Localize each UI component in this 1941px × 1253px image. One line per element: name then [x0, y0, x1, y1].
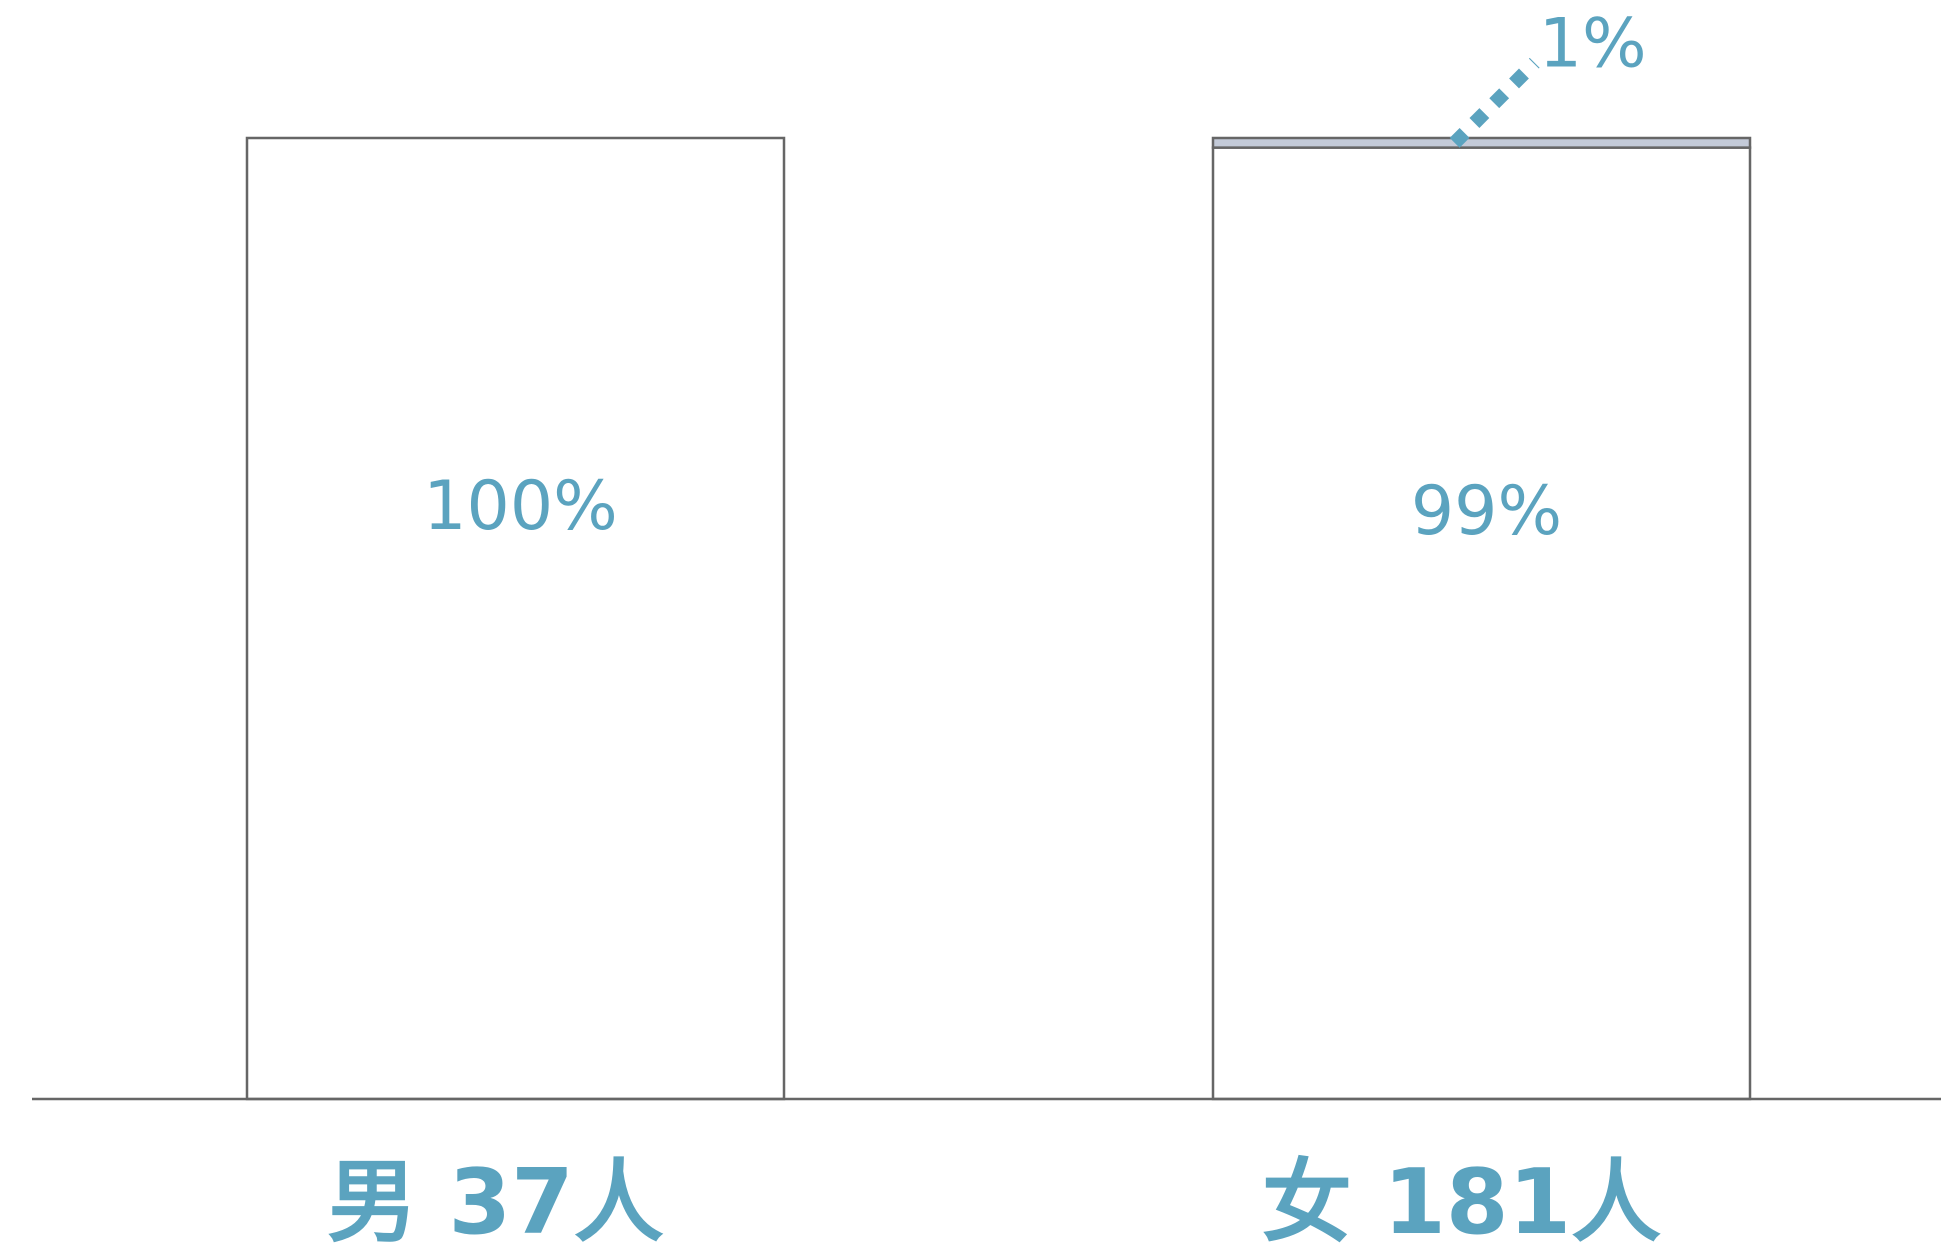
data-label: 100%	[423, 467, 617, 546]
labels-group: 100% 男 37人 99% 1% 女 181人	[327, 4, 1661, 1253]
leader-line	[1449, 57, 1540, 148]
data-label: 1%	[1539, 4, 1647, 83]
category-label: 男 37人	[327, 1150, 664, 1253]
category-label: 女 181人	[1262, 1150, 1661, 1253]
bar-segment-1-0	[1211, 146, 1752, 1101]
bars-group	[245, 136, 1752, 1101]
bar-segment-1-1	[1211, 136, 1752, 149]
bar-segment-0-0	[245, 136, 786, 1101]
data-label: 99%	[1411, 472, 1562, 551]
